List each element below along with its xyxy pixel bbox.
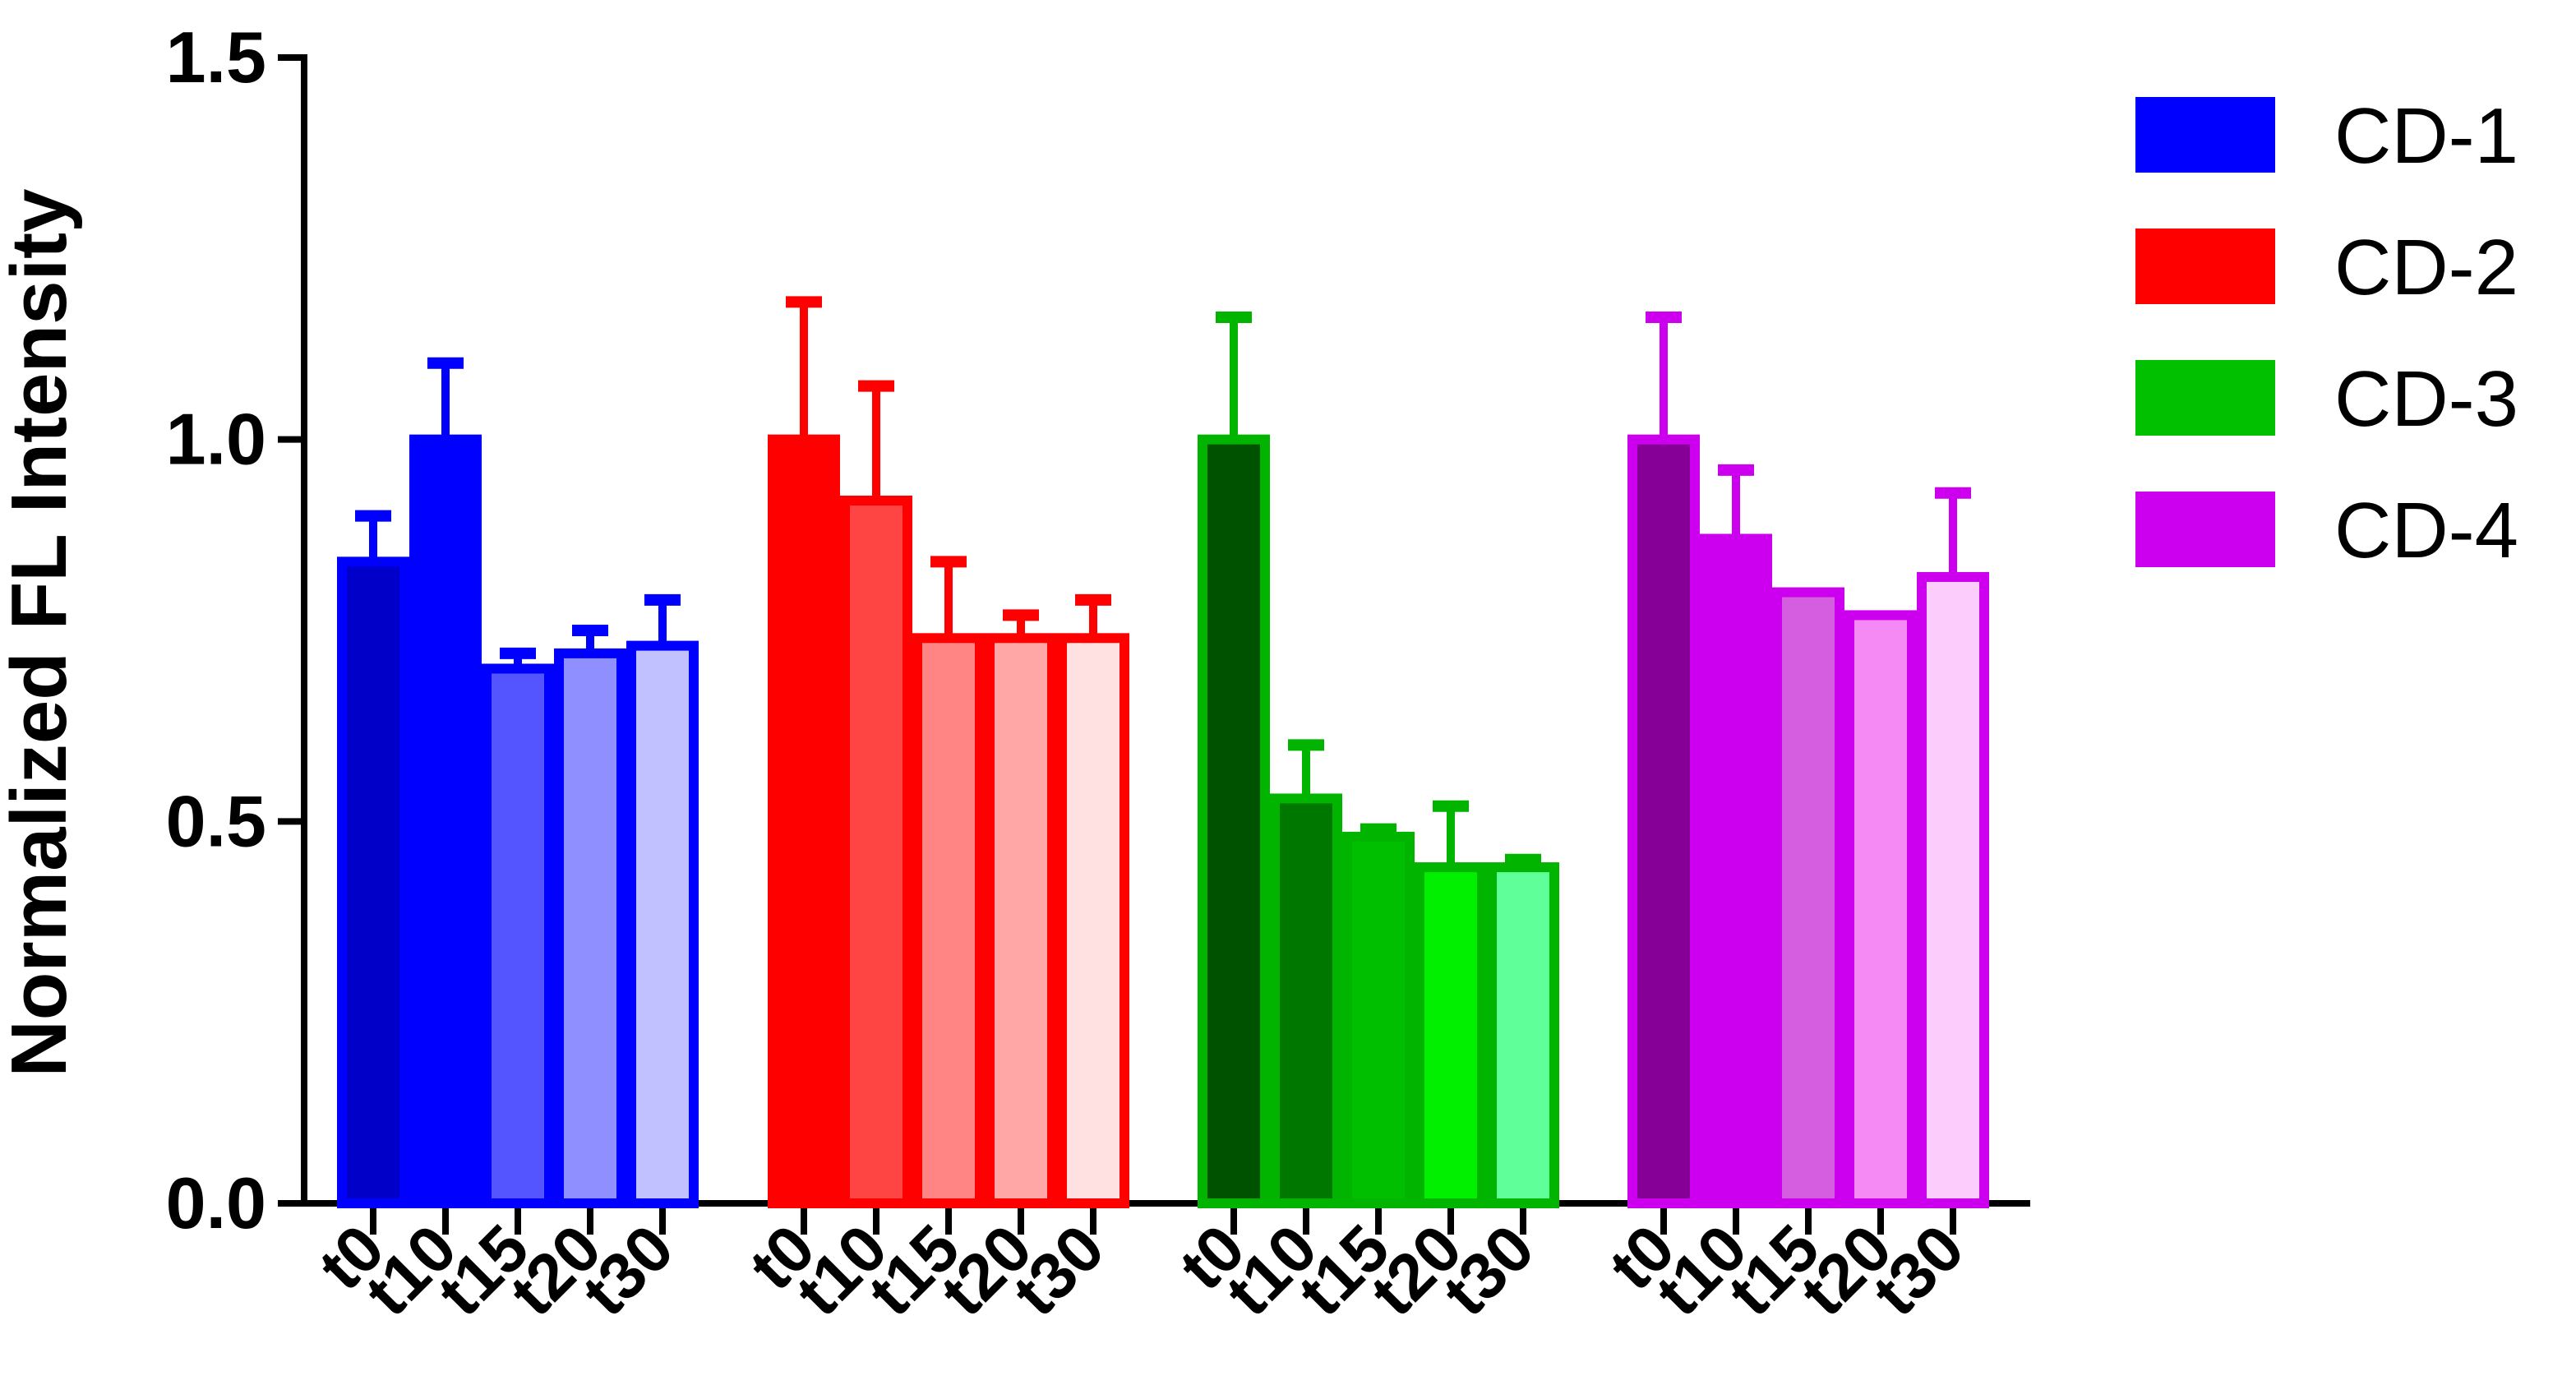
bar bbox=[1270, 793, 1342, 1208]
bar bbox=[482, 663, 554, 1208]
y-tick-label: 0.0 bbox=[166, 1162, 266, 1244]
y-tick-label: 1.5 bbox=[166, 16, 266, 98]
legend-swatch bbox=[2135, 229, 2275, 304]
legend-swatch bbox=[2135, 97, 2275, 173]
y-axis-label: Normalized FL Intensity bbox=[0, 188, 83, 1077]
bar bbox=[840, 496, 912, 1208]
bar bbox=[1627, 434, 1700, 1208]
bar bbox=[1415, 862, 1487, 1209]
bar bbox=[1772, 587, 1844, 1208]
legend-label: CD-2 bbox=[2334, 224, 2518, 312]
x-tick-label: t30 bbox=[999, 1211, 1118, 1330]
x-tick-label: t30 bbox=[568, 1211, 687, 1330]
legend-swatch bbox=[2135, 360, 2275, 436]
y-tick-label: 1.0 bbox=[166, 399, 266, 480]
bar bbox=[1844, 610, 1917, 1208]
bar bbox=[626, 640, 699, 1208]
x-tick-label: t30 bbox=[1858, 1211, 1978, 1330]
bar bbox=[1700, 533, 1772, 1208]
bar bbox=[1057, 633, 1129, 1208]
bar bbox=[409, 434, 482, 1208]
bar bbox=[985, 633, 1057, 1208]
y-tick-label: 0.5 bbox=[166, 780, 266, 861]
legend-swatch bbox=[2135, 492, 2275, 567]
x-tick-label: t30 bbox=[1429, 1211, 1548, 1330]
legend-label: CD-3 bbox=[2334, 355, 2518, 443]
legend-label: CD-4 bbox=[2334, 487, 2518, 575]
bar bbox=[1342, 831, 1415, 1208]
bar bbox=[337, 556, 409, 1208]
bar bbox=[912, 633, 985, 1208]
legend-label: CD-1 bbox=[2334, 92, 2518, 180]
bar bbox=[1487, 862, 1559, 1209]
bars bbox=[337, 296, 1989, 1209]
axes: 0.0 0.5 1.0 1.5 bbox=[166, 16, 2030, 1244]
bar bbox=[1917, 571, 1989, 1208]
bar bbox=[768, 434, 840, 1208]
legend: CD-1 CD-2 CD-3 CD-4 bbox=[2135, 92, 2518, 575]
bar bbox=[554, 648, 626, 1208]
bar bbox=[1198, 434, 1270, 1208]
